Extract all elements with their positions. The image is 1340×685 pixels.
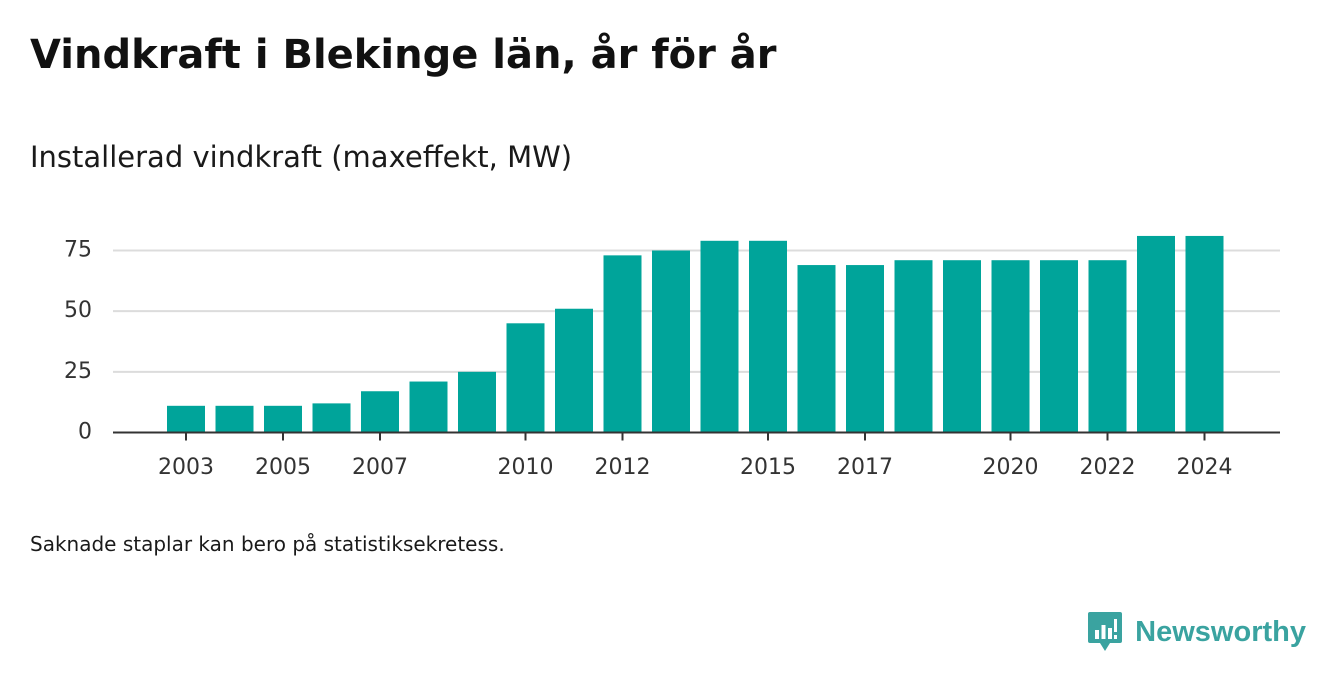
bar-2021 xyxy=(1040,260,1078,433)
bar-2008 xyxy=(409,381,448,433)
x-tick-label-2010: 2010 xyxy=(498,455,554,480)
footnote: Saknade staplar kan bero på statistiksek… xyxy=(30,532,505,556)
x-tick-label-2003: 2003 xyxy=(158,455,214,480)
chart-subtitle: Installerad vindkraft (maxeffekt, MW) xyxy=(30,140,573,174)
brand-name: Newsworthy xyxy=(1135,615,1306,648)
bar-2022 xyxy=(1088,260,1127,433)
bar-2007 xyxy=(361,391,399,433)
y-tick-label-25: 25 xyxy=(64,359,92,384)
brand-logo[interactable]: Newsworthy xyxy=(1087,612,1306,652)
bars xyxy=(167,235,1224,433)
chart-title: Vindkraft i Blekinge län, år för år xyxy=(30,32,777,78)
bar-2014 xyxy=(700,240,739,433)
y-tick-label-75: 75 xyxy=(64,238,92,263)
bar-2024 xyxy=(1185,235,1224,433)
bar-2006 xyxy=(312,403,351,433)
bar-2004 xyxy=(215,405,254,433)
axes xyxy=(113,431,1280,441)
bar-2005 xyxy=(264,405,302,433)
x-tick-label-2007: 2007 xyxy=(352,455,408,480)
bar-2011 xyxy=(555,308,593,433)
x-tick-label-2015: 2015 xyxy=(740,455,796,480)
y-tick-label-50: 50 xyxy=(64,298,92,323)
bar-2013 xyxy=(652,250,690,433)
y-tick-label-0: 0 xyxy=(78,420,92,445)
bar-2003 xyxy=(167,405,205,433)
bar-2010 xyxy=(506,323,545,433)
tick-labels: 0 25 50 75 2003 2005 2007 2010 2012 2015 2017 2020 2… xyxy=(64,238,1233,481)
x-tick-label-2020: 2020 xyxy=(983,455,1039,480)
bar-2016 xyxy=(797,265,836,433)
bar-2023 xyxy=(1137,235,1175,433)
x-tick-label-2022: 2022 xyxy=(1080,455,1136,480)
x-tick-label-2024: 2024 xyxy=(1177,455,1233,480)
bar-2018 xyxy=(894,260,933,433)
bar-chart: 0 25 50 75 2003 2005 2007 2010 2012 2015 2017 2020 2… xyxy=(64,235,1280,481)
bar-2017 xyxy=(846,265,884,433)
bar-2020 xyxy=(991,260,1030,433)
x-tick-label-2005: 2005 xyxy=(255,455,311,480)
bar-2015 xyxy=(749,240,787,433)
bar-2012 xyxy=(603,255,642,433)
x-tick-label-2017: 2017 xyxy=(837,455,893,480)
bar-2009 xyxy=(458,371,496,433)
newsworthy-logo-icon xyxy=(1088,612,1123,651)
x-tick-label-2012: 2012 xyxy=(595,455,651,480)
gridlines xyxy=(113,249,1280,373)
bar-2019 xyxy=(943,260,981,433)
